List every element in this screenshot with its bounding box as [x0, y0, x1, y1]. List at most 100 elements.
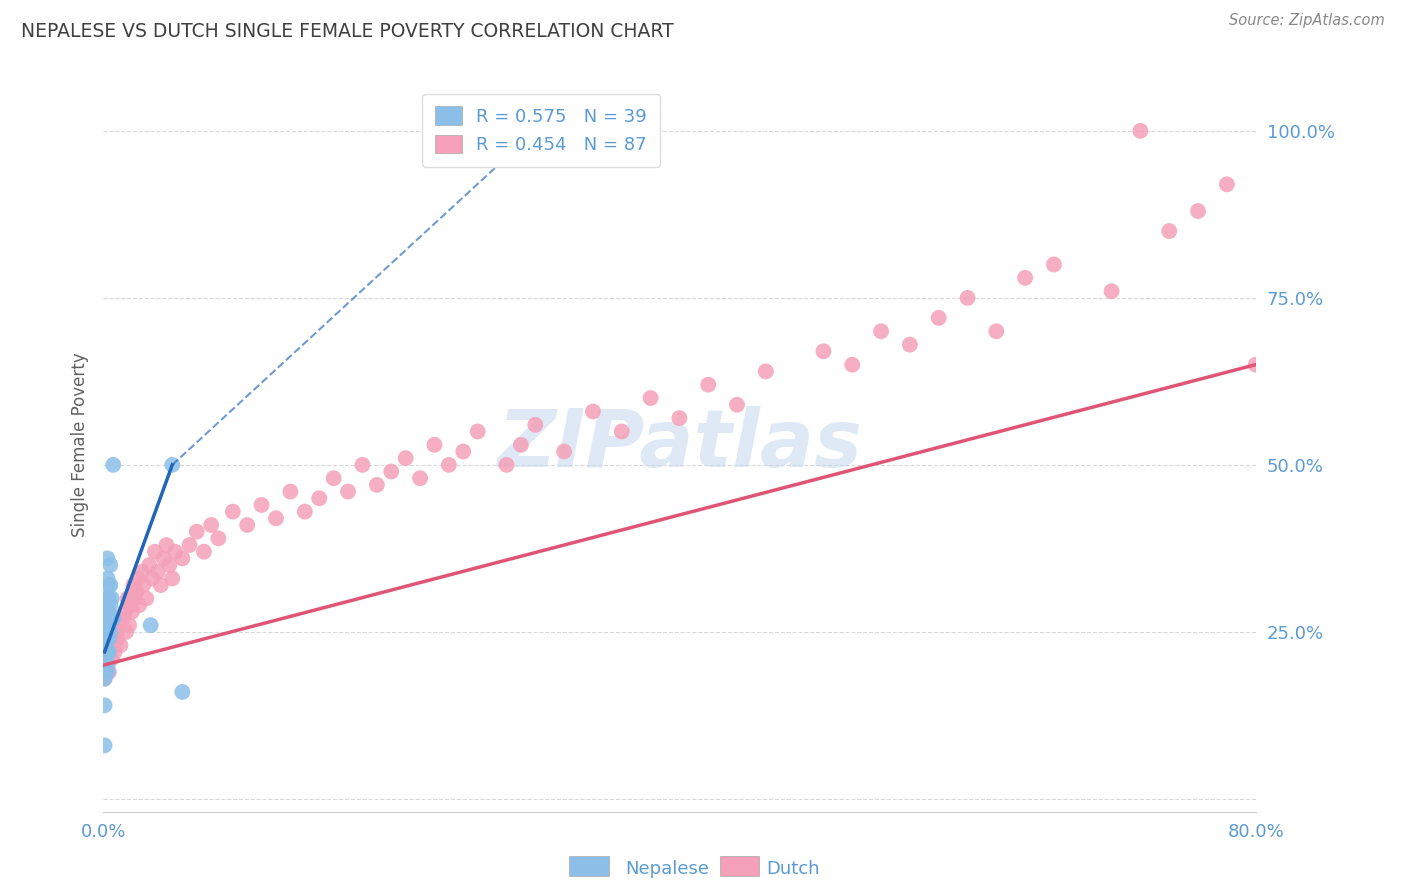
Point	[352, 458, 374, 472]
Point	[96, 645, 118, 659]
Point	[111, 611, 134, 625]
Point	[117, 591, 139, 606]
Point	[96, 551, 118, 566]
Point	[280, 484, 302, 499]
Point	[128, 598, 150, 612]
Point	[725, 398, 748, 412]
Point	[93, 651, 115, 665]
Point	[1014, 270, 1036, 285]
Point	[94, 638, 117, 652]
Point	[337, 484, 360, 499]
Point	[127, 571, 149, 585]
Point	[146, 565, 169, 579]
Point	[322, 471, 344, 485]
Point	[200, 518, 222, 533]
Point	[97, 578, 120, 592]
Text: Nepalese: Nepalese	[626, 860, 710, 878]
Text: Dutch: Dutch	[766, 860, 820, 878]
Point	[98, 598, 121, 612]
Point	[870, 324, 893, 338]
Point	[162, 458, 184, 472]
Point	[93, 739, 115, 753]
Point	[131, 565, 153, 579]
Point	[236, 518, 259, 533]
Point	[755, 364, 778, 378]
Point	[96, 605, 118, 619]
Point	[125, 584, 148, 599]
Point	[149, 578, 172, 592]
Point	[162, 571, 184, 585]
Point	[250, 498, 273, 512]
Point	[132, 578, 155, 592]
Point	[524, 417, 547, 432]
Point	[582, 404, 605, 418]
Text: Source: ZipAtlas.com: Source: ZipAtlas.com	[1229, 13, 1385, 29]
Point	[186, 524, 208, 539]
Point	[165, 544, 187, 558]
Point	[495, 458, 517, 472]
Point	[114, 605, 136, 619]
Point	[155, 538, 177, 552]
Point	[139, 618, 162, 632]
Point	[193, 544, 215, 558]
Point	[97, 632, 120, 646]
Point	[105, 624, 128, 639]
Point	[94, 665, 117, 679]
Point	[120, 598, 142, 612]
Point	[172, 551, 194, 566]
Point	[437, 458, 460, 472]
Point	[956, 291, 979, 305]
Point	[98, 632, 121, 646]
Point	[115, 624, 138, 639]
Point	[96, 665, 118, 679]
Point	[1129, 124, 1152, 138]
Point	[108, 618, 131, 632]
Point	[928, 310, 950, 325]
Point	[152, 551, 174, 566]
Point	[96, 632, 118, 646]
Point	[453, 444, 475, 458]
Point	[94, 651, 117, 665]
Point	[138, 558, 160, 572]
Point	[96, 618, 118, 632]
Point	[97, 665, 120, 679]
Point	[172, 685, 194, 699]
Point	[110, 638, 132, 652]
Point	[1101, 284, 1123, 298]
Point	[103, 638, 125, 652]
Point	[124, 591, 146, 606]
Y-axis label: Single Female Poverty: Single Female Poverty	[72, 352, 89, 537]
Point	[98, 558, 121, 572]
Point	[97, 591, 120, 606]
Point	[986, 324, 1008, 338]
Point	[93, 645, 115, 659]
Point	[93, 672, 115, 686]
Point	[94, 645, 117, 659]
Point	[409, 471, 432, 485]
Point	[118, 618, 141, 632]
Point	[308, 491, 330, 506]
Point	[553, 444, 575, 458]
Point	[94, 611, 117, 625]
Point	[98, 611, 121, 625]
Point	[97, 605, 120, 619]
Point	[610, 425, 633, 439]
Point	[264, 511, 287, 525]
Point	[93, 672, 115, 686]
Point	[97, 645, 120, 659]
Point	[157, 558, 180, 572]
Point	[94, 658, 117, 673]
Point	[1244, 358, 1267, 372]
Point	[100, 591, 122, 606]
Point	[697, 377, 720, 392]
Point	[135, 591, 157, 606]
Point	[467, 425, 489, 439]
Point	[813, 344, 835, 359]
Point	[294, 505, 316, 519]
Point	[222, 505, 245, 519]
Text: NEPALESE VS DUTCH SINGLE FEMALE POVERTY CORRELATION CHART: NEPALESE VS DUTCH SINGLE FEMALE POVERTY …	[21, 22, 673, 41]
Point	[96, 645, 118, 659]
Point	[94, 624, 117, 639]
Point	[1043, 257, 1066, 271]
Point	[96, 591, 118, 606]
